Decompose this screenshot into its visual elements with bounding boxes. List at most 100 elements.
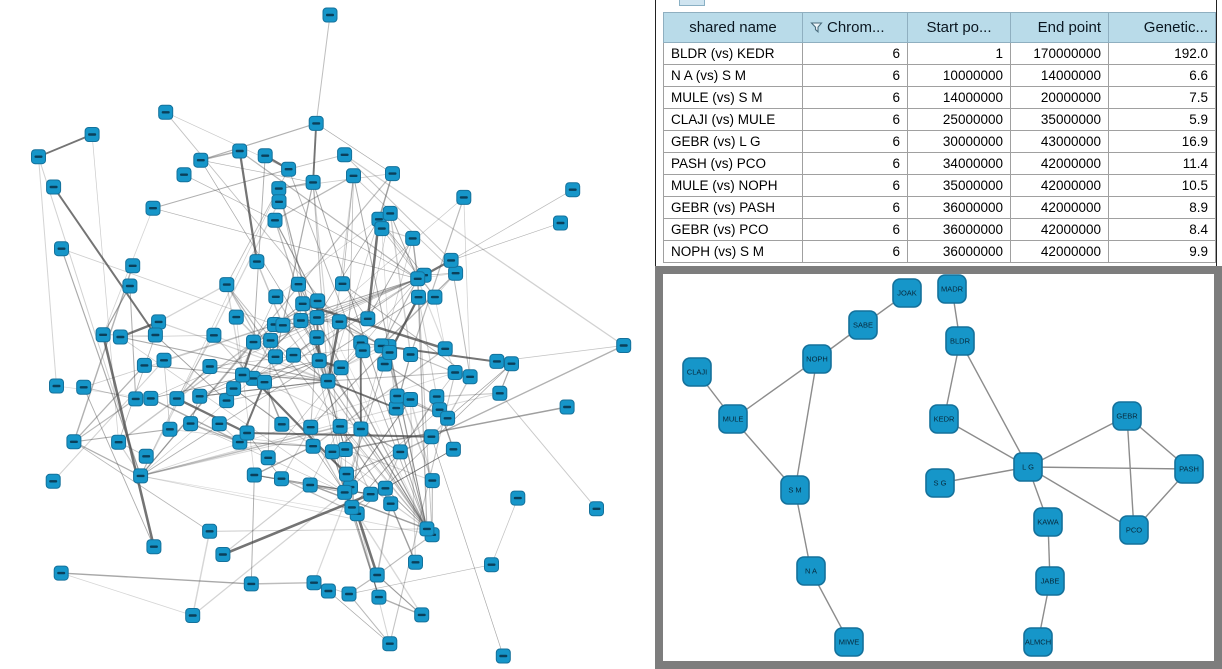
network-edge[interactable] (254, 474, 345, 493)
table-cell[interactable]: 42000000 (1010, 174, 1109, 197)
network-edge[interactable] (326, 321, 341, 382)
network-edge[interactable] (313, 486, 352, 583)
table-row[interactable]: GEBR (vs) L G 6 30000000 43000000 16.9 (663, 130, 1216, 153)
network-node[interactable] (302, 477, 318, 493)
network-node[interactable] (263, 332, 279, 348)
network-edge[interactable] (235, 317, 255, 476)
network-edge[interactable] (274, 175, 354, 221)
network-node[interactable] (440, 410, 456, 426)
table-cell[interactable]: 6 (802, 86, 908, 109)
network-node[interactable] (183, 416, 199, 432)
network-node[interactable] (274, 471, 289, 487)
table-cell[interactable]: NOPH (vs) S M (663, 240, 803, 263)
network-node[interactable] (192, 388, 208, 404)
network-node[interactable] (293, 313, 309, 328)
network-node[interactable] (66, 434, 82, 450)
network-edge[interactable] (254, 445, 314, 476)
network-node[interactable] (324, 444, 340, 460)
network-node[interactable] (306, 575, 322, 591)
network-node[interactable] (403, 347, 419, 362)
network-edge[interactable] (451, 222, 561, 261)
network-edge[interactable] (270, 278, 418, 341)
network-edge[interactable] (353, 175, 456, 274)
network-node[interactable] (111, 434, 127, 450)
network-node[interactable] (268, 349, 283, 365)
network-edge[interactable] (339, 426, 372, 495)
network-edge[interactable] (226, 284, 428, 530)
network-node[interactable] (185, 608, 201, 623)
network-node[interactable] (46, 179, 62, 195)
network-node[interactable] (355, 343, 371, 359)
network-node[interactable] (309, 330, 325, 346)
network-edge[interactable] (385, 487, 428, 530)
table-cell[interactable]: 43000000 (1010, 130, 1109, 153)
network-edge[interactable] (209, 528, 427, 532)
subnetwork-node-miwe[interactable]: MIWE (834, 627, 864, 657)
network-edge[interactable] (447, 363, 512, 419)
network-edge[interactable] (102, 285, 131, 336)
network-edge[interactable] (250, 474, 255, 584)
network-node[interactable] (445, 441, 461, 457)
network-edge[interactable] (381, 228, 390, 353)
network-node[interactable] (335, 276, 350, 292)
network-edge[interactable] (239, 150, 419, 280)
subnetwork-node-pash[interactable]: PASH (1174, 454, 1204, 484)
table-cell[interactable]: 8.9 (1108, 196, 1216, 219)
network-node[interactable] (176, 167, 192, 183)
subnetwork-edge[interactable] (959, 340, 1029, 468)
table-cell[interactable]: CLAJI (vs) MULE (663, 108, 803, 131)
table-cell[interactable]: 6 (802, 64, 908, 87)
table-cell[interactable]: 36000000 (907, 240, 1011, 263)
network-edge[interactable] (351, 451, 401, 508)
network-node[interactable] (145, 200, 161, 216)
network-node[interactable] (158, 104, 174, 120)
network-node[interactable] (385, 166, 400, 182)
network-node[interactable] (305, 438, 321, 454)
network-node[interactable] (333, 360, 349, 376)
network-node[interactable] (226, 381, 242, 397)
network-node[interactable] (462, 369, 478, 385)
network-node[interactable] (169, 391, 185, 407)
table-cell[interactable]: 42000000 (1010, 152, 1109, 175)
table-row[interactable]: NOPH (vs) S M 6 36000000 42000000 9.9 (663, 240, 1216, 263)
network-edge[interactable] (200, 159, 314, 183)
network-edge[interactable] (253, 155, 266, 343)
network-node[interactable] (286, 347, 301, 363)
network-node[interactable] (54, 241, 69, 257)
table-cell[interactable]: 192.0 (1108, 42, 1216, 65)
network-edge[interactable] (345, 406, 568, 451)
network-edge[interactable] (191, 531, 211, 616)
network-node[interactable] (337, 484, 353, 500)
network-node[interactable] (257, 374, 272, 390)
network-node[interactable] (271, 181, 287, 197)
main-network-view[interactable] (0, 0, 655, 669)
network-edge[interactable] (348, 593, 391, 645)
network-edge[interactable] (491, 497, 519, 565)
table-row[interactable]: BLDR (vs) KEDR 6 1 170000000 192.0 (663, 42, 1216, 65)
network-edge[interactable] (251, 581, 315, 585)
network-edge[interactable] (129, 285, 137, 399)
network-node[interactable] (553, 215, 568, 231)
network-edge[interactable] (152, 207, 418, 280)
table-cell[interactable]: 36000000 (907, 218, 1011, 241)
network-node[interactable] (456, 189, 472, 205)
network-edge[interactable] (409, 399, 417, 563)
network-node[interactable] (360, 311, 376, 327)
table-cell[interactable]: MULE (vs) NOPH (663, 174, 803, 197)
network-node[interactable] (392, 444, 408, 460)
table-cell[interactable]: 20000000 (1010, 86, 1109, 109)
network-node[interactable] (31, 149, 46, 165)
network-node[interactable] (369, 567, 385, 583)
network-node[interactable] (45, 473, 61, 489)
network-edge[interactable] (222, 484, 311, 555)
network-node[interactable] (232, 143, 248, 159)
network-edge[interactable] (150, 278, 418, 399)
network-edge[interactable] (342, 283, 471, 378)
network-node[interactable] (382, 636, 398, 652)
network-edge[interactable] (226, 284, 346, 493)
network-node[interactable] (371, 589, 387, 605)
network-node[interactable] (408, 554, 423, 570)
network-edge[interactable] (200, 122, 317, 161)
network-edge[interactable] (60, 248, 142, 477)
network-edge[interactable] (83, 387, 155, 547)
